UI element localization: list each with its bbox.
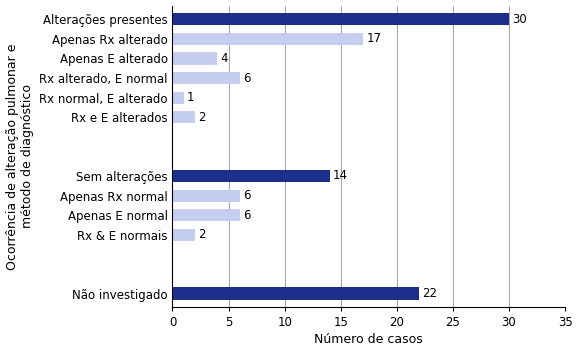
Bar [172,189,240,202]
Text: 6: 6 [243,209,251,222]
Text: 30: 30 [512,13,527,26]
Text: 14: 14 [333,170,348,182]
Bar [172,170,329,182]
Text: 1: 1 [187,91,195,104]
Text: 17: 17 [366,32,381,45]
Text: 2: 2 [198,111,206,124]
Bar [172,209,240,221]
Bar [172,229,195,241]
Bar [172,72,240,84]
Text: 6: 6 [243,189,251,202]
Bar [172,13,509,25]
Text: 6: 6 [243,71,251,84]
Text: 22: 22 [423,287,438,300]
Bar [172,111,195,123]
X-axis label: Número de casos: Número de casos [314,333,423,346]
Text: 4: 4 [221,52,228,65]
Text: 2: 2 [198,228,206,241]
Y-axis label: Ocorrência de alteração pulmonar e
método de diagnóstico: Ocorrência de alteração pulmonar e métod… [6,43,34,270]
Bar [172,92,184,104]
Bar [172,33,363,45]
Bar [172,52,217,64]
Bar [172,288,419,300]
